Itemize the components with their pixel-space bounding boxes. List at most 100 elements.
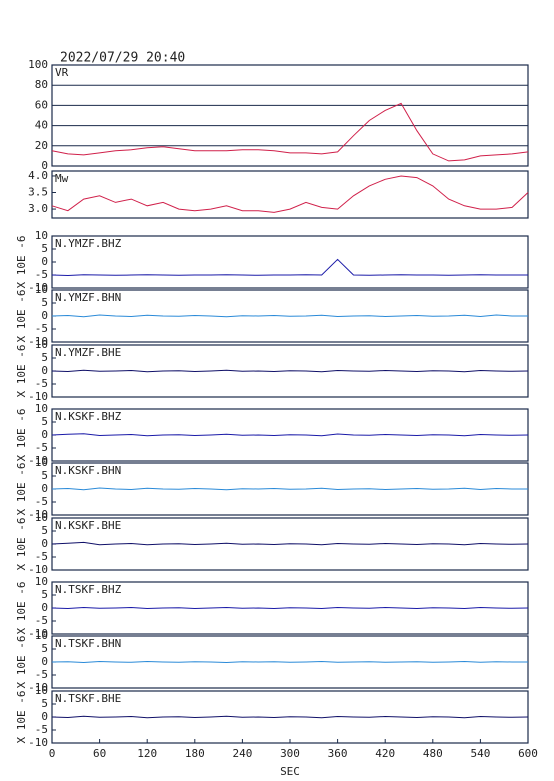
y-tick-label: -5 [35, 550, 48, 563]
y-tick-label: -10 [28, 627, 48, 640]
y-tick-label: 3.5 [28, 186, 48, 199]
y-tick-label: 100 [28, 58, 48, 71]
y-tick-label: 80 [35, 78, 48, 91]
series-line [51, 258, 528, 277]
y-tick-label: 0 [41, 537, 48, 550]
y-tick-label: -5 [35, 268, 48, 281]
y-tick-label: 4.0 [28, 169, 48, 182]
series-line [51, 369, 529, 373]
y-tick-label: 0 [41, 309, 48, 322]
y-tick-label: 10 [35, 456, 48, 469]
y-axis-label: X 10E -6 [15, 518, 28, 571]
y-tick-label: 5 [41, 697, 48, 710]
y-axis-label: X 10E -6 [15, 636, 28, 689]
y-tick-label: 10 [35, 338, 48, 351]
y-tick-label: 10 [35, 684, 48, 697]
series-name: N.KSKF.BHZ [55, 410, 122, 423]
y-tick-label: 0 [41, 482, 48, 495]
y-tick-label: 0 [41, 710, 48, 723]
y-tick-label: -10 [28, 281, 48, 294]
y-tick-label: 5 [41, 469, 48, 482]
y-axis-label: X 10E -6 [15, 463, 28, 516]
y-tick-label: 0 [41, 364, 48, 377]
series-line [51, 175, 529, 213]
y-tick-label: 0 [41, 159, 48, 172]
y-tick-label: -10 [28, 508, 48, 521]
y-tick-label: -10 [28, 335, 48, 348]
y-tick-label: 20 [35, 139, 48, 152]
series-name: N.TSKF.BHZ [55, 583, 122, 596]
series-line [51, 487, 528, 491]
series-name: N.TSKF.BHE [55, 692, 121, 705]
y-tick-label: 0 [41, 655, 48, 668]
y-tick-label: -10 [28, 390, 48, 403]
y-tick-label: 10 [35, 629, 48, 642]
y-tick-label: 40 [35, 119, 48, 132]
series-line [51, 102, 529, 162]
y-tick-label: 3.0 [28, 202, 48, 215]
plot-frame [51, 170, 529, 219]
y-tick-label: 10 [35, 229, 48, 242]
y-tick-label: 10 [35, 402, 48, 415]
series-name: N.KSKF.BHE [55, 519, 121, 532]
series-name: Mw [55, 172, 69, 185]
y-tick-label: -5 [35, 495, 48, 508]
y-axis-label: X 10E -6 [15, 345, 28, 398]
x-tick-label: 480 [423, 747, 443, 760]
y-tick-label: 5 [41, 242, 48, 255]
y-tick-label: 5 [41, 351, 48, 364]
x-tick-label: 0 [49, 747, 56, 760]
series-line [51, 606, 529, 610]
y-axis-label: X 10E -6 [15, 691, 28, 744]
x-tick-label: 540 [470, 747, 490, 760]
x-tick-label: 240 [232, 747, 252, 760]
series-line [51, 715, 529, 719]
y-tick-label: -5 [35, 377, 48, 390]
y-tick-label: 10 [35, 575, 48, 588]
y-tick-label: -10 [28, 681, 48, 694]
x-axis-label: SEC [280, 765, 300, 778]
y-tick-label: -5 [35, 322, 48, 335]
y-tick-label: 0 [41, 428, 48, 441]
series-name: N.TSKF.BHN [55, 637, 121, 650]
y-axis-label: X 10E -6 [15, 236, 28, 289]
x-tick-label: 360 [328, 747, 348, 760]
y-tick-label: -10 [28, 736, 48, 749]
y-tick-label: 60 [35, 98, 48, 111]
series-line [51, 541, 529, 546]
y-tick-label: 0 [41, 601, 48, 614]
chart-title: 2022/07/29 20:40 [60, 51, 185, 66]
series-line [51, 433, 529, 437]
series-line [51, 660, 528, 664]
plot-frame [51, 235, 529, 289]
y-tick-label: -5 [35, 723, 48, 736]
series-name: N.YMZF.BHN [55, 291, 121, 304]
y-tick-label: 10 [35, 283, 48, 296]
y-tick-label: -10 [28, 563, 48, 576]
y-tick-label: -5 [35, 614, 48, 627]
y-tick-label: 0 [41, 255, 48, 268]
y-tick-label: 5 [41, 296, 48, 309]
y-axis-label: X 10E -6 [15, 582, 28, 635]
series-line [51, 314, 528, 318]
y-tick-label: 5 [41, 524, 48, 537]
series-name: N.YMZF.BHE [55, 346, 121, 359]
series-name: N.YMZF.BHZ [55, 237, 122, 250]
x-tick-label: 180 [185, 747, 205, 760]
y-tick-label: 5 [41, 642, 48, 655]
y-tick-label: 10 [35, 511, 48, 524]
y-axis-label: X 10E -6 [15, 409, 28, 462]
x-tick-label: 300 [280, 747, 300, 760]
x-tick-label: 420 [375, 747, 395, 760]
y-axis-label: X 10E -6 [15, 290, 28, 343]
series-name: VR [55, 66, 69, 79]
series-name: N.KSKF.BHN [55, 464, 121, 477]
x-tick-label: 60 [93, 747, 106, 760]
y-tick-label: -5 [35, 441, 48, 454]
x-tick-label: 120 [137, 747, 157, 760]
x-tick-label: 600 [518, 747, 538, 760]
y-tick-label: 5 [41, 415, 48, 428]
y-tick-label: -10 [28, 454, 48, 467]
y-tick-label: 5 [41, 588, 48, 601]
